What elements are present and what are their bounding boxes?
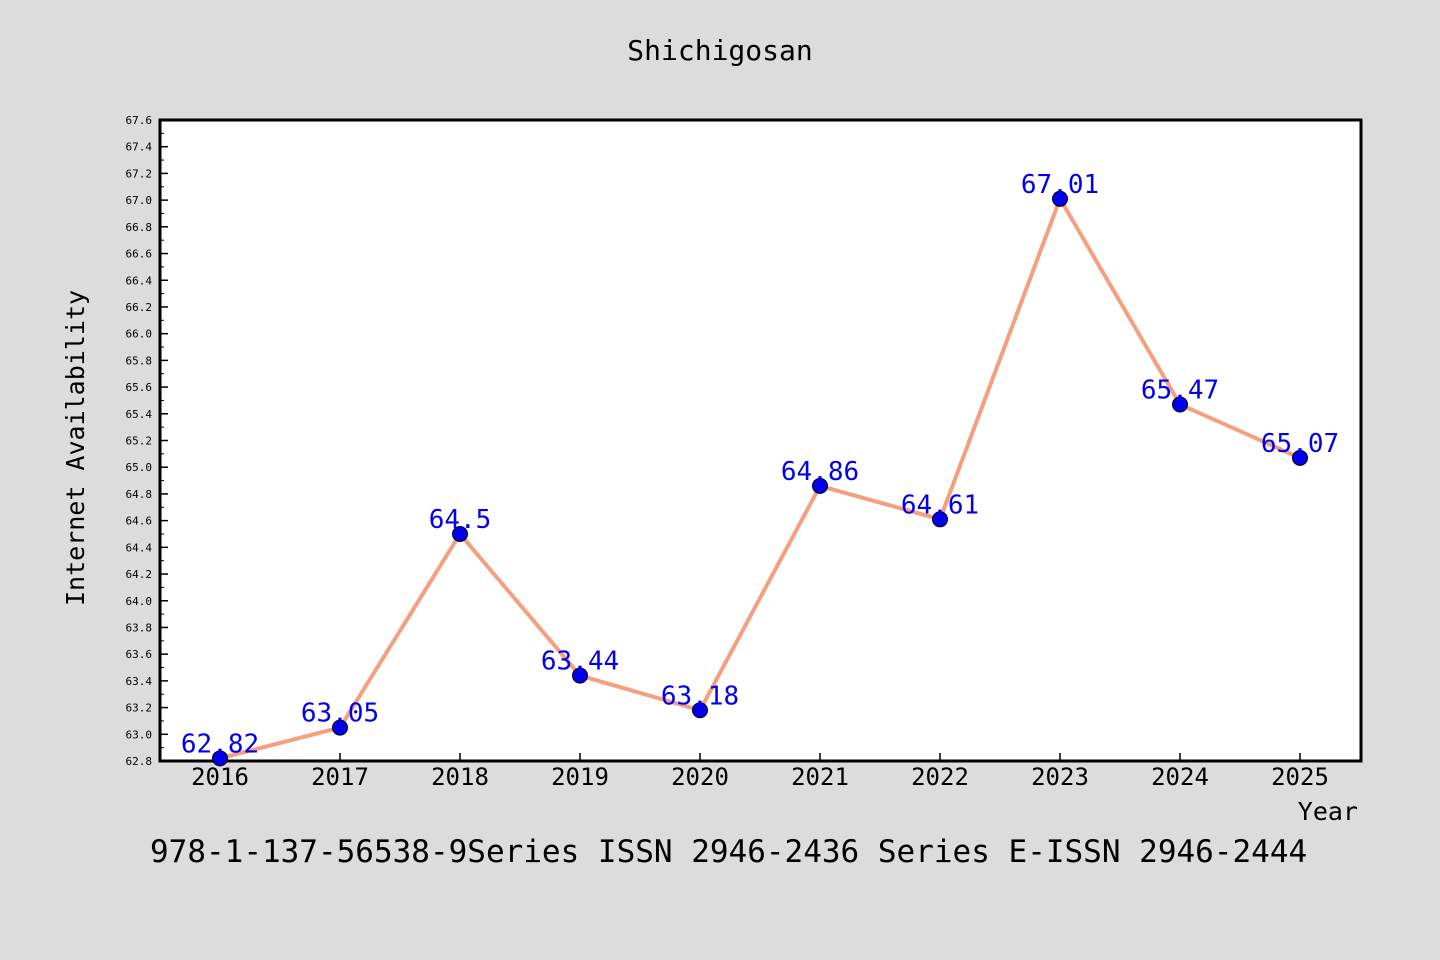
y-axis-label: Internet Availability [61,290,90,606]
chart-title: Shichigosan [627,34,813,67]
x-tick-label: 2017 [311,763,369,791]
series-layer [212,190,1308,767]
data-point [212,750,228,767]
x-tick-label: 2023 [1031,763,1089,791]
x-axis-label: Year [1298,797,1358,826]
data-point [1292,449,1308,466]
y-tick-label: 67.4 [126,141,153,154]
data-point [572,667,588,684]
y-tick-label: 64.2 [126,568,153,581]
y-tick-label: 66.2 [126,301,153,314]
y-tick-label: 63.8 [126,621,153,634]
y-tick-label: 63.2 [126,702,153,715]
y-tick-label: 63.0 [126,728,153,741]
data-point [452,525,468,542]
x-tick-label: 2025 [1271,763,1329,791]
data-label: 62.82 [181,729,259,759]
x-tick-label: 2022 [911,763,969,791]
x-tick-label: 2020 [671,763,729,791]
y-axis: 62.8 63.0 63.2 63.4 63.6 63.8 64.0 64.2 64.4 64.6… [126,114,168,768]
plot-area [158,118,1363,763]
y-tick-label: 64.0 [126,595,153,608]
y-tick-label: 67.0 [126,194,153,207]
y-tick-label: 65.4 [126,408,153,421]
y-tick-label: 65.2 [126,435,153,448]
y-tick-label: 66.0 [126,328,153,341]
x-tick-label: 2019 [551,763,609,791]
x-tick-label: 2018 [431,763,489,791]
y-tick-label: 64.4 [126,541,153,554]
data-label: 64.5 [429,505,492,535]
y-tick-label: 64.6 [126,515,153,528]
data-point [1052,190,1068,207]
y-tick-label: 66.8 [126,221,153,234]
x-tick-label: 2016 [191,763,249,791]
data-label: 64.86 [781,457,859,487]
y-tick-label: 65.0 [126,461,153,474]
data-label: 64.61 [901,490,979,520]
x-axis: 2016 2017 2018 2019 2020 2021 2022 2023 2024 2025 [191,753,1329,791]
y-tick-label: 63.4 [126,675,153,688]
data-labels: 62.82 63.05 64.5 63.44 63.18 64.86 64.61 67.01 6… [181,170,1339,760]
data-label: 63.44 [541,647,619,677]
data-point [332,719,348,736]
data-point [692,702,708,719]
y-tick-label: 66.4 [126,274,153,287]
y-tick-label: 64.8 [126,488,153,501]
x-tick-label: 2024 [1151,763,1209,791]
data-label: 65.47 [1141,375,1219,405]
x-tick-label: 2021 [791,763,849,791]
series-line [218,196,1302,761]
data-point [812,477,828,494]
data-label: 67.01 [1021,170,1099,200]
y-tick-label: 67.6 [126,114,153,127]
y-tick-label: 65.8 [126,354,153,367]
y-tick-label: 65.6 [126,381,153,394]
data-label: 63.05 [301,699,379,729]
y-tick-label: 62.8 [126,755,153,768]
footer-text: 978-1-137-56538-9Series ISSN 2946-2436 S… [150,834,1308,870]
data-point [932,511,948,528]
data-label: 65.07 [1261,429,1339,459]
data-point [1172,396,1188,413]
y-tick-label: 66.6 [126,248,153,261]
y-tick-label: 63.6 [126,648,153,661]
data-label: 63.18 [661,681,739,711]
y-tick-label: 67.2 [126,167,153,180]
